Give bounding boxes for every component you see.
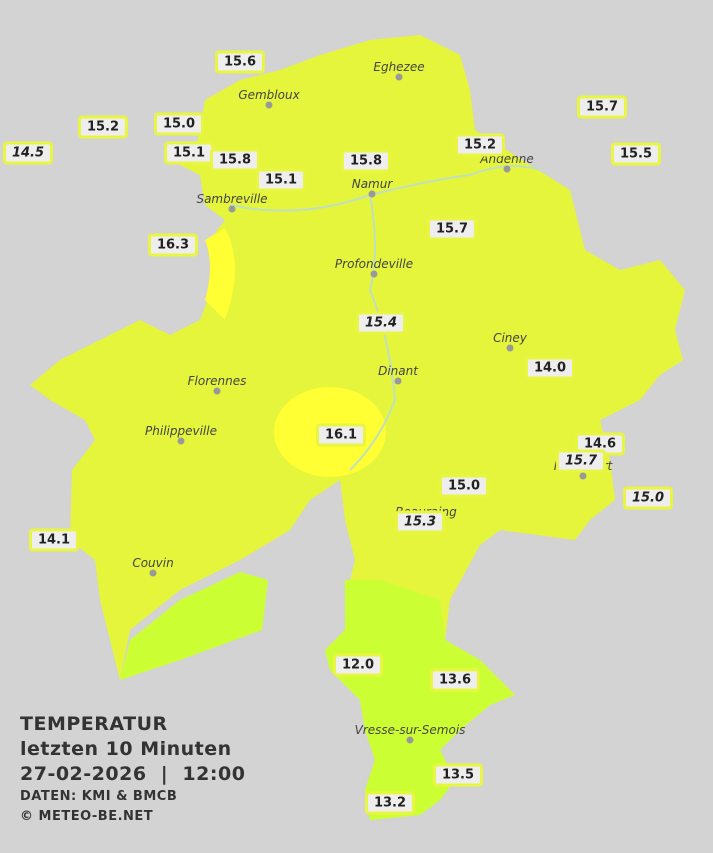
town-label: Gembloux — [238, 88, 300, 102]
town-label: Sambreville — [196, 192, 268, 206]
town-label: Philippeville — [145, 424, 217, 438]
station-label: 13.6 — [429, 668, 481, 692]
town-dot — [213, 387, 221, 395]
station-label: 15.8 — [340, 149, 392, 173]
station-label: 15.0 — [153, 112, 205, 136]
town-dot — [406, 736, 414, 744]
legend-datetime: 27-02-2026 | 12:00 — [20, 763, 246, 785]
station-label: 14.1 — [28, 528, 80, 552]
town-label: Florennes — [187, 374, 247, 388]
station-label: 13.5 — [432, 763, 484, 787]
station-label: 15.5 — [610, 142, 662, 166]
town-label: Eghezee — [373, 60, 425, 74]
town-dot — [149, 569, 157, 577]
town-label: Namur — [351, 177, 393, 191]
station-label: 15.7 — [555, 449, 607, 473]
town-dot — [506, 344, 514, 352]
station-label: 15.7 — [576, 95, 628, 119]
town-label: Dinant — [378, 364, 418, 378]
legend-period: letzten 10 Minuten — [20, 738, 232, 760]
station-label: 14.5 — [2, 141, 54, 165]
station-label: 15.8 — [209, 148, 261, 172]
station-label: 15.7 — [426, 217, 478, 241]
town-label: Vresse-sur-Semois — [354, 723, 466, 737]
station-label: 15.2 — [454, 133, 506, 157]
town-dot — [228, 205, 236, 213]
legend: TEMPERATUR letzten 10 Minuten 27-02-2026… — [20, 712, 245, 827]
station-label: 15.3 — [394, 510, 446, 534]
town-dot — [177, 437, 185, 445]
town-label: Ciney — [493, 331, 527, 345]
station-label: 13.2 — [364, 791, 416, 815]
warm-zone — [205, 228, 235, 320]
station-label: 15.4 — [355, 311, 407, 335]
town-dot — [368, 190, 376, 198]
river — [229, 165, 541, 471]
station-label: 15.1 — [255, 168, 307, 192]
station-label: 16.1 — [315, 423, 367, 447]
town-dot — [395, 73, 403, 81]
legend-source: DATEN: KMI & BMCB — [20, 789, 178, 804]
town-dot — [579, 472, 587, 480]
cool-zone — [325, 580, 515, 820]
station-label: 15.0 — [622, 486, 674, 510]
town-dot — [370, 270, 378, 278]
legend-title: TEMPERATUR — [20, 713, 168, 735]
town-label: Couvin — [132, 556, 174, 570]
town-dot — [265, 101, 273, 109]
town-dot — [394, 377, 402, 385]
station-label: 12.0 — [332, 653, 384, 677]
town-dot — [503, 165, 511, 173]
cool-zone — [120, 572, 268, 680]
legend-copyright: © METEO-BE.NET — [20, 809, 154, 824]
town-label: Profondeville — [334, 257, 414, 271]
station-label: 15.2 — [77, 115, 129, 139]
station-label: 15.0 — [438, 474, 490, 498]
station-label: 15.6 — [214, 50, 266, 74]
station-label: 14.0 — [524, 356, 576, 380]
station-label: 16.3 — [147, 233, 199, 257]
station-label: 15.1 — [163, 141, 215, 165]
